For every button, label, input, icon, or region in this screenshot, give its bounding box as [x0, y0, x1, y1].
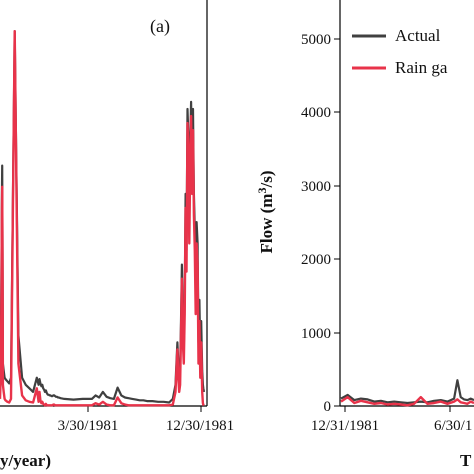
panel-b-y-tick-label: 4000 [301, 105, 331, 121]
panel-b-series-actual-line [340, 379, 474, 405]
panel-b-y-axis-label: Flow (m3/s) [255, 171, 276, 254]
panel-a-series-rain-gauge-line [0, 30, 205, 407]
legend-label-rain-gauge: Rain ga [395, 58, 448, 77]
panel-a: 3/30/1981 12/30/1981 (a) y/year) [0, 0, 234, 470]
panel-b-series-rain-gauge-line [340, 395, 474, 407]
panel-b-y-tick-label: 3000 [301, 179, 331, 195]
panel-b-x-axis-label: T [460, 451, 472, 470]
panel-b-y-tick-label: 2000 [301, 252, 331, 268]
panel-a-x-tick-label: 3/30/1981 [58, 418, 119, 434]
panel-b-y-tick-label: 0 [324, 399, 332, 415]
panel-b-series-group [340, 379, 474, 407]
panel-b-x-tick-label: 6/30/1 [434, 418, 472, 434]
panel-b: 0 1000 2000 3000 4000 5000 12/31/1981 6/… [255, 0, 474, 470]
panel-b-y-tick-label: 5000 [301, 32, 331, 48]
panel-a-x-axis-label: y/year) [0, 451, 51, 470]
panel-a-series-actual-line [0, 30, 206, 404]
panel-a-series-group [0, 30, 206, 407]
panel-a-label: (a) [150, 16, 170, 37]
legend-label-actual: Actual [395, 26, 441, 45]
panel-a-x-tick-label: 12/30/1981 [166, 418, 234, 434]
panel-b-x-tick-label: 12/31/1981 [311, 418, 379, 434]
panel-b-y-tick-label: 1000 [301, 326, 331, 342]
legend: Actual Rain ga [352, 26, 448, 77]
